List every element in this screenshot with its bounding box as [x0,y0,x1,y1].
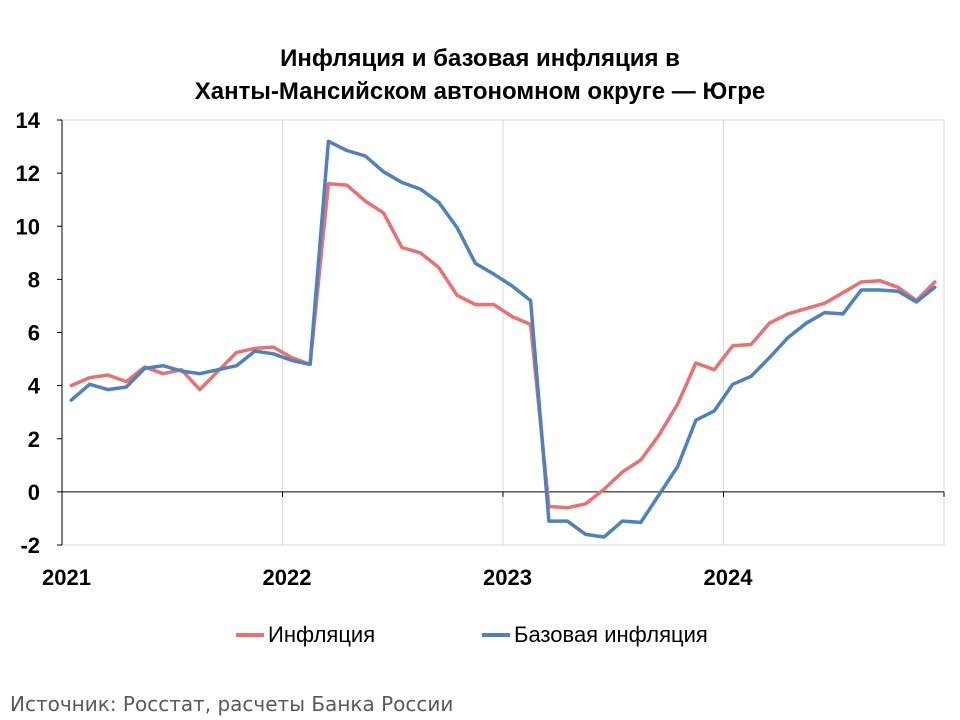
legend-swatch-core-inflation [482,633,510,637]
chart-title: Инфляция и базовая инфляция в Ханты-Манс… [0,42,960,108]
legend-label-inflation: Инфляция [268,622,376,647]
y-tick-label: -2 [20,533,40,558]
x-tick-label: 2023 [483,565,532,590]
legend-item-core-inflation: Базовая инфляция [482,622,708,648]
legend-item-inflation: Инфляция [236,622,375,648]
x-tick-label: 2021 [42,565,91,590]
legend: Инфляция Базовая инфляция [0,622,960,652]
x-tick-label: 2024 [704,565,754,590]
y-tick-label: 12 [16,161,40,186]
chart-title-line2: Ханты-Мансийском автономном округе — Югр… [194,78,766,105]
series-line-inflation [69,182,937,510]
legend-label-core-inflation: Базовая инфляция [514,622,708,647]
y-tick-label: 10 [16,214,40,239]
y-tick-label: 2 [28,427,40,452]
series-line-core-inflation [69,139,937,539]
source-note: Источник: Росстат, расчеты Банка России [10,692,454,716]
legend-swatch-inflation [236,633,264,637]
y-tick-label: 0 [28,480,40,505]
y-tick-label: 14 [16,108,41,133]
y-tick-label: 8 [28,267,40,292]
y-tick-label: 6 [28,321,40,346]
x-tick-label: 2022 [263,565,312,590]
y-tick-label: 4 [28,374,41,399]
chart-title-line1: Инфляция и базовая инфляция в [280,45,680,72]
